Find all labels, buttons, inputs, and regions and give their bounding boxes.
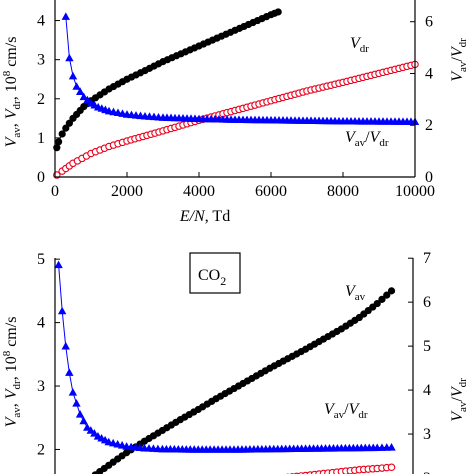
bottom-ytick-right-label: 7 — [423, 250, 431, 267]
top-ratio-label: Vav/Vdr — [345, 129, 389, 149]
top-point-vav — [58, 130, 66, 138]
bottom-point-vav — [387, 287, 396, 295]
bottom-point-ratio — [54, 260, 63, 269]
top-point-ratio — [68, 71, 78, 80]
top-point-ratio — [65, 53, 74, 62]
bottom-point-ratio — [57, 306, 67, 315]
bottom-point-ratio — [387, 443, 396, 451]
bottom-ytick-right-label: 6 — [423, 294, 431, 311]
top-xtick-label: 6000 — [255, 183, 287, 200]
top-xtick-label: 10000 — [395, 183, 435, 200]
bottom-point-ratio — [65, 368, 74, 376]
top-ytick-right-label: 2 — [425, 117, 433, 134]
bottom-point-ratio — [72, 399, 81, 407]
top-ytick-right-label: 0 — [425, 169, 433, 186]
bottom-panel: 2 3 4 5 2 3 4 5 6 7 CO2 Vav Vav/Vdr Vav, Vdr, 108… — [1, 250, 469, 474]
top-point-ratio — [72, 82, 81, 90]
bottom-point-vdr — [387, 463, 396, 471]
bottom-point-vav — [383, 291, 391, 299]
top-point-ratio — [61, 12, 70, 20]
top-y-right-label: Vav/Vdr — [449, 38, 469, 82]
bottom-y-right-label: Vav/Vdr — [449, 378, 469, 422]
bottom-point-vav — [378, 295, 386, 303]
top-ytick-right-label: 6 — [425, 14, 433, 31]
top-ytick-left-label: 0 — [37, 169, 45, 186]
bottom-point-ratio — [68, 388, 78, 396]
top-y-left-label: Vav, Vdr, 108 cm/s — [1, 37, 23, 148]
bottom-ticks-layer: 2 3 4 5 2 3 4 5 6 7 — [37, 250, 431, 474]
top-ytick-left-label: 4 — [37, 13, 45, 30]
bottom-y-left-label: Vav, Vdr, 108 cm/s — [1, 317, 23, 428]
top-ytick-right-label: 4 — [425, 65, 433, 82]
top-point-vav — [274, 8, 282, 16]
bottom-ytick-right-label: 4 — [423, 382, 431, 399]
top-xtick-label: 8000 — [327, 183, 359, 200]
top-ytick-left-label: 2 — [37, 91, 45, 108]
bottom-point-ratio — [79, 416, 88, 425]
top-xtick-label: 0 — [51, 183, 59, 200]
top-xtick-label: 2000 — [111, 183, 143, 200]
top-panel: 0 1 2 3 4 0 2 4 6 0 2000 4000 6000 8000 10000 Vdr Vav/… — [1, 0, 469, 225]
gas-label-box — [189, 252, 241, 294]
bottom-ytick-right-label: 5 — [423, 338, 431, 355]
bottom-series-layer — [54, 260, 396, 474]
bottom-ytick-left-label: 4 — [37, 315, 45, 332]
bottom-point-ratio — [75, 410, 85, 418]
top-point-ratio — [79, 92, 88, 101]
top-series-layer — [53, 8, 420, 179]
bottom-point-vav — [373, 299, 381, 308]
bottom-ytick-left-label: 3 — [37, 378, 45, 395]
bottom-ytick-left-label: 2 — [37, 441, 45, 458]
bottom-ratio-label: Vav/Vdr — [324, 401, 368, 421]
top-vdr-label: Vdr — [350, 35, 369, 55]
top-x-axis-label: E/N, Td — [179, 208, 230, 225]
top-point-vav — [55, 138, 63, 146]
bottom-ytick-right-label: 2 — [423, 470, 431, 474]
bottom-ytick-right-label: 3 — [423, 426, 431, 443]
top-ytick-left-label: 1 — [37, 130, 45, 147]
top-xtick-label: 4000 — [183, 183, 215, 200]
gas-label: CO2 — [198, 267, 226, 288]
bottom-ytick-left-label: 5 — [37, 251, 45, 268]
top-ticks-layer: 0 1 2 3 4 0 2 4 6 0 2000 4000 6000 8000 10000 — [37, 13, 435, 200]
bottom-point-ratio — [61, 341, 70, 350]
top-point-ratio — [83, 95, 92, 104]
bottom-vav-label: Vav — [345, 283, 366, 303]
top-ytick-left-label: 3 — [37, 52, 45, 69]
top-point-ratio — [76, 87, 85, 95]
